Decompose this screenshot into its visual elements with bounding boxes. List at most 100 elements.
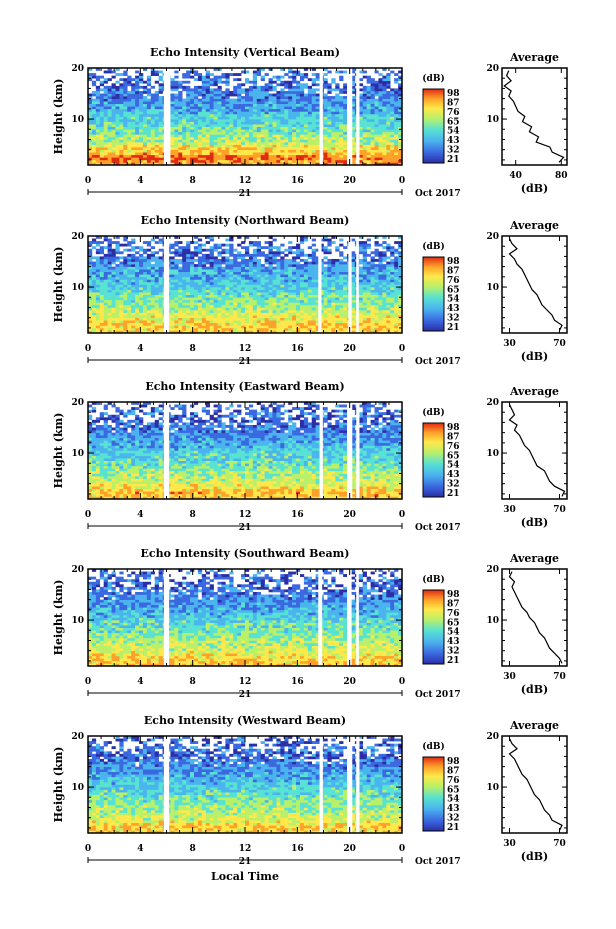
heatmap-cell	[398, 315, 403, 318]
heatmap-cell	[276, 144, 281, 148]
heatmap-cell	[307, 271, 313, 275]
heatmap-cell	[123, 279, 128, 283]
heatmap-cell	[260, 116, 265, 120]
heatmap-cell	[288, 149, 293, 153]
heatmap-cell	[178, 96, 183, 99]
heatmap-cell	[374, 98, 379, 102]
heatmap-cell	[264, 154, 269, 158]
heatmap-cell	[315, 116, 320, 120]
heatmap-cell	[154, 159, 159, 163]
heatmap-cell	[95, 129, 101, 133]
heatmap-cell	[103, 142, 108, 145]
heatmap-cell	[174, 103, 179, 107]
heatmap-cell	[111, 312, 116, 316]
heatmap-cell	[178, 322, 183, 326]
heatmap-cell	[370, 327, 375, 331]
heatmap-cell	[296, 113, 301, 117]
heatmap-cell	[154, 139, 159, 143]
heatmap-cell	[158, 152, 163, 156]
heatmap-cell	[284, 85, 289, 89]
heatmap-cell	[111, 124, 116, 128]
heatmap-cell	[327, 315, 332, 318]
heatmap-cell	[272, 149, 277, 153]
heatmap-cell	[91, 129, 97, 133]
heatmap-cell	[252, 330, 258, 334]
heatmap-cell	[370, 307, 375, 311]
heatmap-cell	[284, 281, 289, 285]
heatmap-cell	[390, 147, 395, 150]
heatmap-cell	[127, 269, 132, 273]
heatmap-cell	[88, 134, 93, 138]
heatmap-cell	[386, 154, 391, 158]
heatmap-cell	[303, 116, 309, 120]
heatmap-cell	[327, 134, 332, 138]
heatmap-cell	[154, 317, 159, 321]
heatmap-cell	[256, 304, 261, 308]
heatmap-cell	[201, 106, 207, 110]
heatmap-cell	[394, 139, 399, 143]
heatmap-cell	[252, 279, 258, 283]
heatmap-cell	[276, 83, 281, 87]
heatmap-cell	[245, 274, 250, 278]
heatmap-cell	[264, 327, 269, 331]
heatmap-cell	[315, 327, 320, 331]
heatmap-cell	[158, 304, 163, 308]
heatmap-cell	[135, 147, 140, 150]
heatmap-cell	[95, 98, 101, 102]
heatmap-cell	[237, 289, 242, 293]
heatmap-cell	[229, 287, 234, 290]
heatmap-cell	[252, 83, 258, 87]
heatmap-cell	[323, 276, 328, 280]
heatmap-cell	[303, 157, 309, 161]
heatmap-cell	[190, 93, 195, 97]
heatmap-cell	[315, 126, 320, 130]
heatmap-cell	[292, 106, 297, 110]
heatmap-cell	[331, 88, 336, 92]
heatmap-cell	[327, 129, 332, 133]
heatmap-cell	[362, 144, 367, 148]
heatmap-cell	[358, 299, 364, 303]
heatmap-cell	[154, 106, 159, 110]
heatmap-cell	[299, 108, 305, 112]
heatmap-cell	[264, 147, 269, 150]
heatmap-cell	[386, 119, 391, 122]
heatmap-cell	[229, 154, 234, 158]
heatmap-cell	[374, 136, 379, 140]
heatmap-cell	[288, 317, 293, 321]
heatmap-cell	[362, 147, 367, 150]
heatmap-cell	[241, 96, 246, 99]
heatmap-cell	[268, 126, 273, 130]
heatmap-cell	[256, 284, 261, 288]
heatmap-cell	[378, 307, 383, 311]
heatmap-cell	[398, 119, 403, 122]
heatmap-cell	[260, 124, 265, 128]
heatmap-cell	[115, 136, 120, 140]
heatmap-cell	[370, 78, 375, 82]
heatmap-cell	[139, 292, 144, 296]
heatmap-cell	[95, 134, 101, 138]
heatmap-cell	[182, 281, 187, 285]
heatmap-cell	[111, 281, 116, 285]
heatmap-cell	[190, 310, 195, 313]
heatmap-cell	[390, 98, 395, 102]
heatmap-cell	[358, 304, 364, 308]
heatmap-cell	[154, 152, 159, 156]
heatmap-cell	[248, 317, 254, 321]
heatmap-cell	[252, 281, 258, 285]
heatmap-cell	[111, 98, 116, 102]
heatmap-cell	[154, 154, 159, 158]
heatmap-cell	[362, 152, 367, 156]
heatmap-cell	[229, 292, 234, 296]
heatmap-cell	[276, 310, 281, 313]
heatmap-cell	[358, 116, 364, 120]
heatmap-cell	[378, 78, 383, 82]
heatmap-cell	[311, 157, 316, 161]
heatmap-cell	[386, 271, 391, 275]
heatmap-cell	[260, 284, 265, 288]
heatmap-cell	[170, 88, 175, 92]
heatmap-cell	[296, 90, 301, 94]
heatmap-cell	[229, 330, 234, 334]
heatmap-cell	[343, 139, 348, 143]
heatmap-cell	[299, 269, 305, 273]
heatmap-cell	[233, 98, 238, 102]
